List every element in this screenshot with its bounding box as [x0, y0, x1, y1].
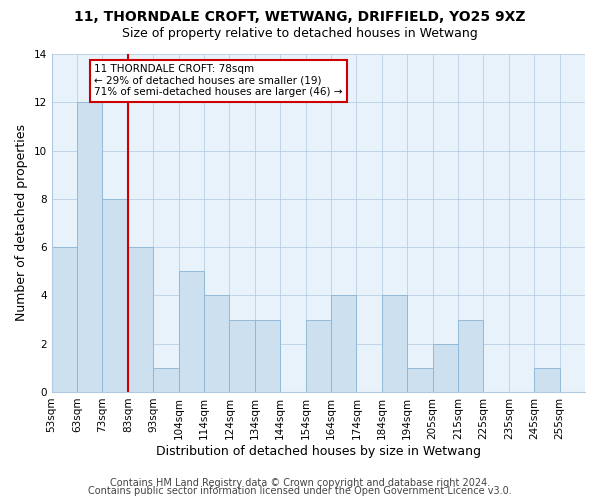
Bar — [305, 320, 331, 392]
X-axis label: Distribution of detached houses by size in Wetwang: Distribution of detached houses by size … — [156, 444, 481, 458]
Text: 11, THORNDALE CROFT, WETWANG, DRIFFIELD, YO25 9XZ: 11, THORNDALE CROFT, WETWANG, DRIFFIELD,… — [74, 10, 526, 24]
Bar — [382, 296, 407, 392]
Y-axis label: Number of detached properties: Number of detached properties — [15, 124, 28, 322]
Text: Contains public sector information licensed under the Open Government Licence v3: Contains public sector information licen… — [88, 486, 512, 496]
Bar — [255, 320, 280, 392]
Bar — [458, 320, 484, 392]
Bar — [407, 368, 433, 392]
Bar — [204, 296, 229, 392]
Bar — [331, 296, 356, 392]
Text: 11 THORNDALE CROFT: 78sqm
← 29% of detached houses are smaller (19)
71% of semi-: 11 THORNDALE CROFT: 78sqm ← 29% of detac… — [94, 64, 343, 98]
Bar — [229, 320, 255, 392]
Text: Contains HM Land Registry data © Crown copyright and database right 2024.: Contains HM Land Registry data © Crown c… — [110, 478, 490, 488]
Bar — [52, 247, 77, 392]
Bar — [128, 247, 153, 392]
Bar — [103, 199, 128, 392]
Bar — [77, 102, 103, 392]
Bar — [534, 368, 560, 392]
Bar — [433, 344, 458, 392]
Bar — [179, 272, 204, 392]
Bar — [153, 368, 179, 392]
Text: Size of property relative to detached houses in Wetwang: Size of property relative to detached ho… — [122, 28, 478, 40]
